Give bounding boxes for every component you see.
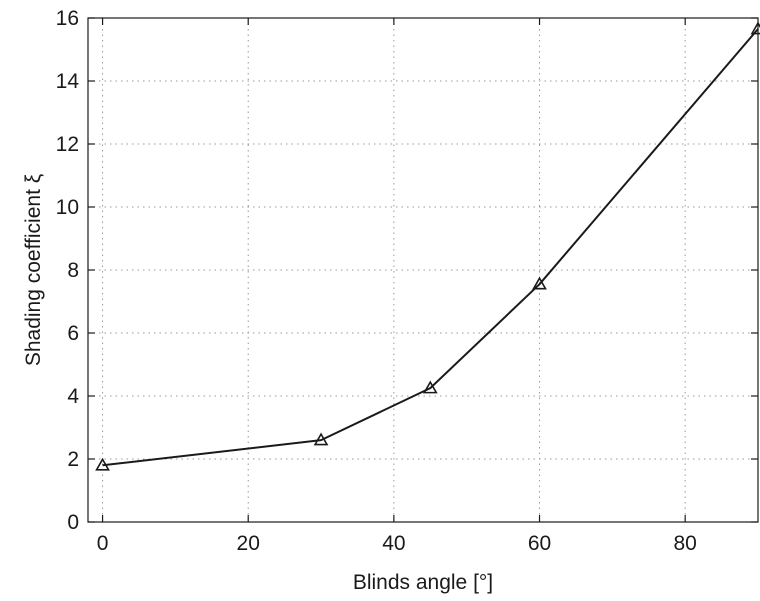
data-point-marker [422,380,438,394]
data-point-marker [313,432,329,446]
y-tick-label: 10 [56,196,79,219]
y-tick-label: 14 [56,70,80,93]
y-tick-label: 2 [67,448,79,471]
data-series [95,21,760,471]
data-point-marker [750,21,760,35]
y-tick-label: 6 [67,322,79,345]
y-axis-title: Shading coefficient ξ [22,174,45,366]
x-axis-title: Blinds angle [°] [353,571,493,594]
series-line [102,28,759,467]
x-tick-label: 20 [237,532,260,555]
axes-frame [87,17,759,523]
x-tick-label: 0 [97,532,109,555]
y-tick-label: 12 [56,133,79,156]
data-point-marker [532,276,547,290]
y-tick-label: 16 [56,7,79,30]
x-tick-label: 40 [382,532,405,555]
y-tick-label: 8 [67,259,79,282]
x-tick-label: 60 [528,532,551,555]
x-tick-label: 80 [673,532,696,555]
tick-labels: 0 20 40 60 80 0 2 4 6 8 10 12 14 16 [56,7,697,555]
grid-lines [88,17,758,523]
data-point-marker [95,457,110,471]
y-tick-label: 4 [67,385,79,408]
y-tick-label: 0 [67,511,79,534]
